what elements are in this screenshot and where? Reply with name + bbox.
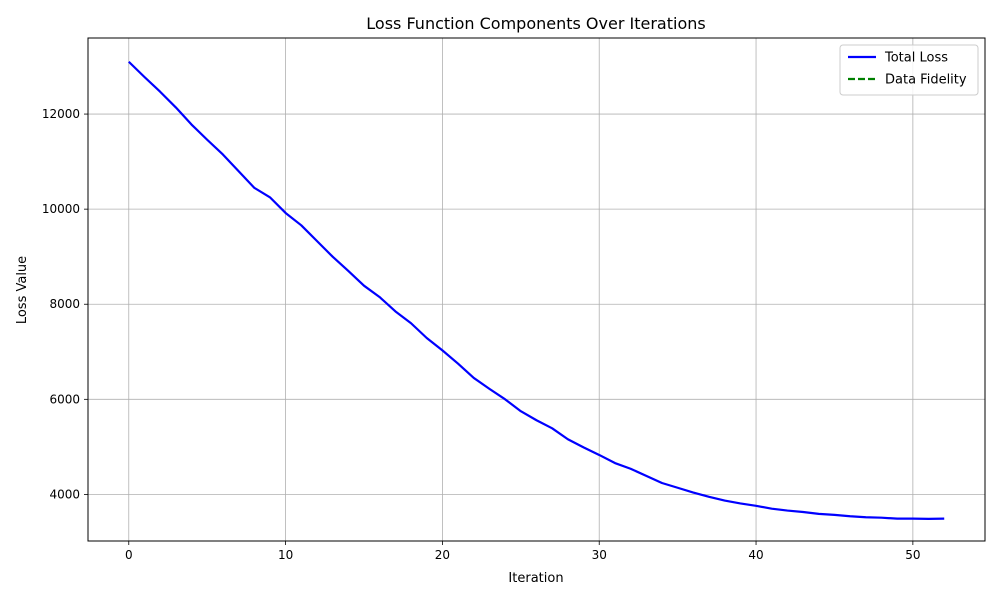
x-tick-label: 0 <box>125 548 133 562</box>
y-tick-label: 6000 <box>49 392 80 406</box>
chart-title: Loss Function Components Over Iterations <box>366 14 705 33</box>
series-line-0 <box>128 60 945 520</box>
axis-ticks: 0 10 20 30 40 50 4000 6000 8000 10000 12000 <box>42 107 921 562</box>
y-tick-label: 4000 <box>49 487 80 501</box>
y-tick-label: 10000 <box>42 202 80 216</box>
legend-label-0: Total Loss <box>884 51 948 66</box>
legend: Total Loss Data Fidelity <box>839 44 979 96</box>
y-tick-label: 12000 <box>42 107 80 121</box>
y-axis-label: Loss Value <box>15 256 30 324</box>
x-tick-label: 30 <box>592 548 607 562</box>
x-tick-label: 50 <box>905 548 920 562</box>
x-tick-label: 20 <box>435 548 450 562</box>
legend-label-1: Data Fidelity <box>885 73 967 88</box>
grid-lines <box>88 38 985 541</box>
x-tick-label: 10 <box>278 548 293 562</box>
series-lines <box>128 60 945 520</box>
x-axis-label: Iteration <box>508 571 563 586</box>
x-tick-label: 40 <box>748 548 763 562</box>
y-tick-label: 8000 <box>49 297 80 311</box>
plot-frame <box>87 37 986 542</box>
